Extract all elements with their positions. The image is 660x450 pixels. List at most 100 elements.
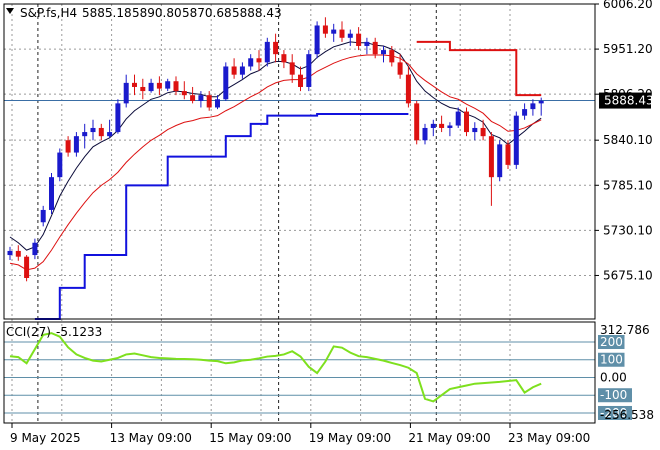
candle-bear: [231, 66, 237, 75]
candle-bull: [447, 125, 453, 128]
price-tick-label: 5951.20: [603, 42, 653, 56]
candle-bear: [98, 127, 104, 137]
cci-header: CCI(27) -5.1233: [6, 325, 102, 339]
current-price-box: [599, 92, 651, 109]
cci-tick-label: 312.786: [600, 323, 650, 337]
candle-bear: [322, 25, 328, 34]
trailing-support-line: [34, 113, 409, 320]
ema-slow-line: [9, 54, 542, 271]
candle-bear: [256, 58, 262, 63]
price-tick-label: 6006.20: [603, 0, 653, 11]
high-value: 5890.80: [132, 6, 182, 20]
candle-bull: [115, 103, 121, 133]
cci-tick-label: 0.00: [600, 370, 627, 384]
cci-tick-label: 200: [600, 335, 623, 349]
time-tick-label: 19 May 09:00: [309, 431, 391, 445]
low-value: 5870.68: [182, 6, 232, 20]
time-tick-label: 21 May 09:00: [408, 431, 490, 445]
candle-bear: [339, 29, 345, 38]
candle-bull: [455, 111, 461, 126]
candle-bull: [7, 250, 13, 256]
cci-tick-label: -100: [600, 388, 627, 402]
price-tick-label: 5730.10: [603, 223, 653, 237]
candle-bull: [381, 50, 386, 55]
candle-bull: [57, 152, 63, 178]
price-tick-label: 5840.10: [603, 133, 653, 147]
price-axis: 6006.205951.205896.205840.105785.105730.…: [595, 0, 654, 422]
time-axis: 9 May 2025 13 May 09:00 15 May 09:00 19 May…: [10, 423, 590, 445]
candle-bull: [40, 209, 46, 223]
candle-bull: [107, 132, 113, 137]
candle-bear: [298, 74, 303, 87]
candle-bear: [190, 95, 196, 101]
candle-bear: [488, 136, 494, 178]
time-tick-label: 15 May 09:00: [209, 431, 291, 445]
candle-bear: [505, 144, 511, 165]
candle-bull: [223, 66, 229, 100]
candle-bull: [314, 25, 320, 55]
cci-indicator: [4, 332, 595, 414]
cci-value: -5.1233: [56, 325, 102, 339]
candle-bear: [289, 62, 295, 75]
candle-bull: [430, 123, 436, 128]
price-tick-label: 5675.10: [603, 268, 653, 282]
candle-bull: [364, 41, 370, 46]
candle-bear: [356, 33, 362, 46]
trailing-resistance-line: [416, 40, 542, 97]
cci-level-badge: [598, 388, 632, 403]
open-value: 5885.18: [82, 6, 132, 20]
candle-bear: [181, 91, 187, 96]
candle-bull: [538, 100, 544, 104]
candle-bear: [281, 54, 287, 63]
candle-bull: [513, 115, 519, 165]
candle-bear: [389, 50, 395, 63]
candle-bull: [32, 242, 38, 256]
candle-bull: [165, 81, 171, 89]
candle-bear: [439, 123, 445, 128]
candle-bull: [148, 82, 154, 92]
candle-bear: [414, 103, 420, 141]
candle-bull: [73, 136, 79, 153]
candle-bear: [132, 82, 137, 87]
candle-bear: [206, 95, 212, 108]
dropdown-triangle-icon[interactable]: [6, 8, 14, 14]
symbol-label: S&P.fs,H4: [20, 6, 77, 20]
price-panel-border: [3, 3, 596, 320]
candle-bear: [65, 140, 71, 153]
candle-bear: [273, 41, 279, 55]
close-value: 5888.43: [232, 6, 282, 20]
candle-bull: [49, 177, 54, 210]
candle-bull: [198, 95, 204, 101]
current-price-marker: 5888.43: [599, 92, 654, 109]
cci-tick-label: -200: [600, 406, 627, 420]
candle-bull: [264, 41, 270, 63]
cci-name: CCI(27): [6, 325, 51, 339]
candle-bear: [156, 82, 162, 89]
candle-bull: [422, 127, 428, 141]
chart-header: S&P.fs,H4 5885.18 5890.80 5870.68 5888.4…: [6, 6, 282, 20]
candle-bull: [522, 109, 528, 116]
candles: [7, 17, 544, 282]
candle-bear: [372, 41, 378, 55]
time-tick-label: 13 May 09:00: [110, 431, 192, 445]
cci-level-badge: [598, 405, 632, 420]
candle-bull: [215, 99, 220, 108]
cci-tick-label: -256.538: [600, 408, 654, 422]
candle-bull: [123, 82, 129, 104]
candle-bear: [480, 127, 486, 137]
candle-bull: [347, 33, 353, 38]
trailing-stop-lines: [34, 40, 542, 320]
candle-bull: [90, 127, 96, 133]
cci-line: [9, 332, 542, 403]
candle-bull: [331, 29, 337, 34]
cci-level-badge: [598, 352, 625, 367]
candle-bear: [464, 111, 469, 133]
time-tick-label: 23 May 09:00: [508, 431, 590, 445]
candle-bull: [82, 132, 88, 137]
candle-bull: [248, 58, 254, 67]
plot-frame: [3, 3, 596, 424]
candle-bear: [140, 86, 146, 92]
time-tick-label: 9 May 2025: [10, 431, 81, 445]
